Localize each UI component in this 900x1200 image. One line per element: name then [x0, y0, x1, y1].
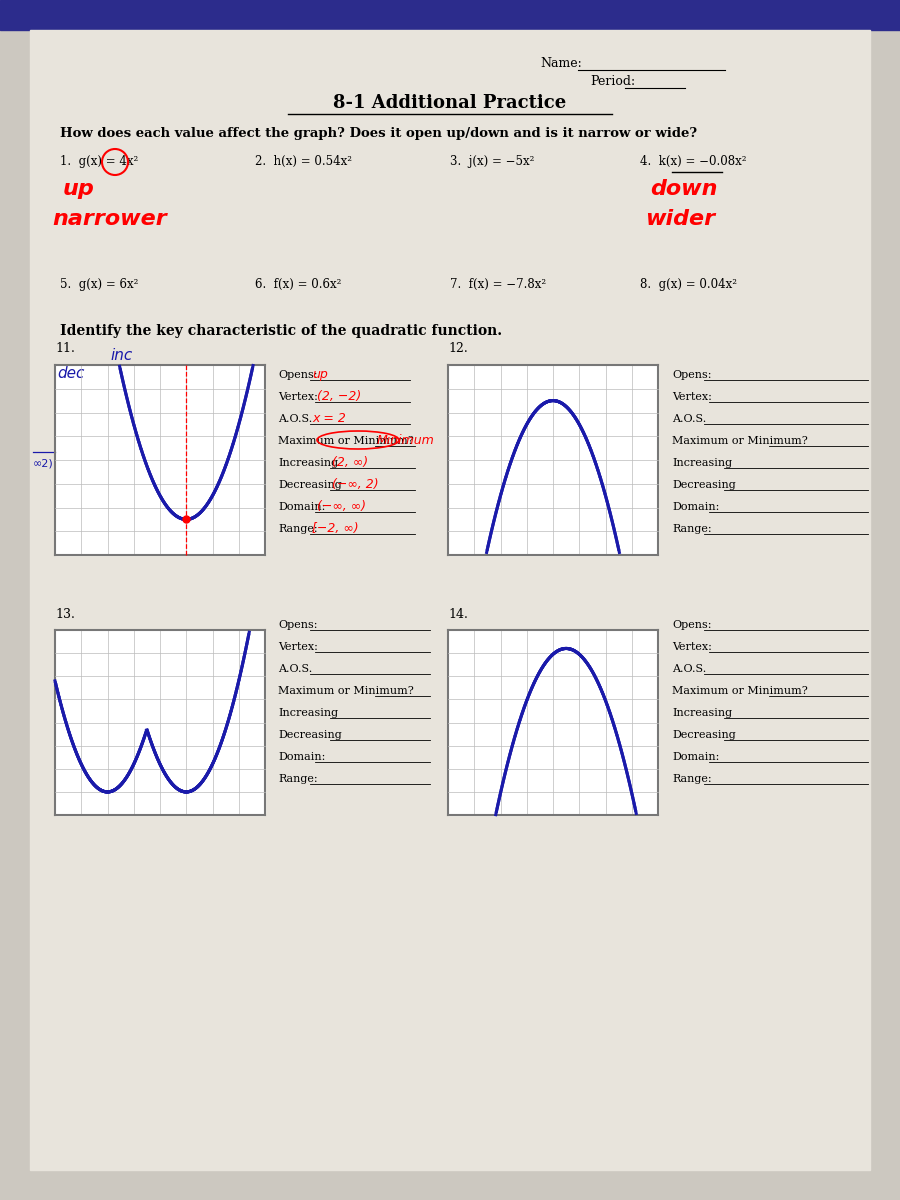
Text: Range:: Range: — [278, 524, 318, 534]
Text: A.O.S.: A.O.S. — [672, 664, 706, 674]
Text: Maximum or Minimum?: Maximum or Minimum? — [672, 436, 808, 446]
Text: wider: wider — [645, 209, 716, 229]
Text: down: down — [650, 179, 717, 199]
Text: up: up — [63, 179, 94, 199]
Text: Domain:: Domain: — [278, 752, 326, 762]
Text: Maximum or Minimum?: Maximum or Minimum? — [672, 686, 808, 696]
Text: A.O.S.: A.O.S. — [672, 414, 706, 424]
Text: 4.  k(x) = −0.08x²: 4. k(x) = −0.08x² — [640, 155, 746, 168]
Text: 8-1 Additional Practice: 8-1 Additional Practice — [333, 94, 567, 112]
Text: Maximum or Minimum?: Maximum or Minimum? — [278, 686, 414, 696]
Text: Increasing: Increasing — [278, 458, 338, 468]
Text: 12.: 12. — [448, 342, 468, 355]
Text: Period:: Period: — [590, 74, 635, 88]
Text: Vertex:: Vertex: — [672, 392, 712, 402]
Text: Range:: Range: — [672, 524, 712, 534]
Text: A.O.S.: A.O.S. — [278, 414, 312, 424]
Text: Range:: Range: — [672, 774, 712, 784]
Text: Decreasing: Decreasing — [278, 730, 342, 740]
Text: Maximum or Minimum?: Maximum or Minimum? — [278, 436, 414, 446]
Text: 13.: 13. — [55, 608, 75, 622]
Text: A.O.S.: A.O.S. — [278, 664, 312, 674]
Text: How does each value affect the graph? Does it open up/down and is it narrow or w: How does each value affect the graph? Do… — [60, 127, 697, 140]
Text: Domain:: Domain: — [278, 502, 326, 512]
Text: Increasing: Increasing — [672, 458, 732, 468]
Text: (2, −2): (2, −2) — [317, 390, 361, 403]
Text: (−∞, 2): (−∞, 2) — [332, 478, 379, 491]
Text: narrower: narrower — [52, 209, 166, 229]
Text: 14.: 14. — [448, 608, 468, 622]
Bar — [55, 365, 265, 554]
Text: Decreasing: Decreasing — [672, 480, 736, 490]
Text: 2.  h(x) = 0.54x²: 2. h(x) = 0.54x² — [255, 155, 352, 168]
Text: inc: inc — [110, 348, 132, 362]
Text: Domain:: Domain: — [672, 752, 719, 762]
Text: Opens:: Opens: — [672, 370, 712, 380]
Text: Increasing: Increasing — [278, 708, 338, 718]
Text: Domain:: Domain: — [672, 502, 719, 512]
Text: Range:: Range: — [278, 774, 318, 784]
Text: Vertex:: Vertex: — [278, 642, 318, 652]
Bar — [55, 630, 265, 815]
Text: Opens:: Opens: — [672, 620, 712, 630]
Text: 7.  f(x) = −7.8x²: 7. f(x) = −7.8x² — [450, 278, 546, 290]
Text: ∞2): ∞2) — [33, 458, 54, 469]
Text: Opens:: Opens: — [278, 370, 318, 380]
Bar — [448, 365, 658, 554]
Text: 1.  g(x) = 4x²: 1. g(x) = 4x² — [60, 155, 139, 168]
Text: [−2, ∞): [−2, ∞) — [312, 522, 358, 535]
Text: 5.  g(x) = 6x²: 5. g(x) = 6x² — [60, 278, 139, 290]
Text: Decreasing: Decreasing — [278, 480, 342, 490]
Text: (−∞, ∞): (−∞, ∞) — [317, 500, 366, 514]
Text: 6.  f(x) = 0.6x²: 6. f(x) = 0.6x² — [255, 278, 341, 290]
Text: Vertex:: Vertex: — [278, 392, 318, 402]
Text: Vertex:: Vertex: — [672, 642, 712, 652]
Text: Increasing: Increasing — [672, 708, 732, 718]
Text: Decreasing: Decreasing — [672, 730, 736, 740]
Text: (2, ∞): (2, ∞) — [332, 456, 368, 469]
Text: 3.  j(x) = −5x²: 3. j(x) = −5x² — [450, 155, 535, 168]
Text: up: up — [312, 368, 328, 382]
Text: 8.  g(x) = 0.04x²: 8. g(x) = 0.04x² — [640, 278, 737, 290]
Text: Name:: Name: — [540, 56, 581, 70]
Text: Opens:: Opens: — [278, 620, 318, 630]
Text: Minimum: Minimum — [377, 434, 435, 446]
Text: dec: dec — [57, 366, 85, 382]
Bar — [0, 0, 900, 30]
Text: x = 2: x = 2 — [312, 412, 346, 425]
Bar — [448, 630, 658, 815]
Text: 11.: 11. — [55, 342, 75, 355]
Text: Identify the key characteristic of the quadratic function.: Identify the key characteristic of the q… — [60, 324, 502, 338]
